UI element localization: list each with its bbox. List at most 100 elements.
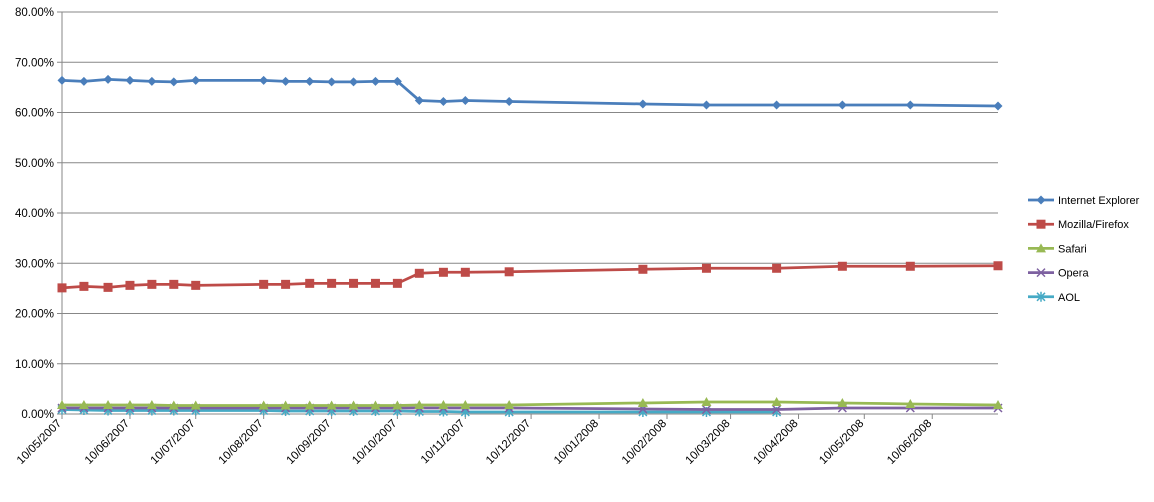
x-tick-label: 10/06/2007: [83, 418, 132, 467]
data-point: [460, 95, 470, 105]
data-point: [638, 264, 648, 274]
data-point: [258, 400, 269, 410]
legend-item-opera: Opera: [1028, 268, 1089, 280]
data-point: [327, 278, 337, 288]
x-tick-label: 10/04/2008: [751, 418, 800, 467]
data-point: [905, 261, 915, 271]
data-point: [259, 279, 269, 289]
data-point: [701, 100, 711, 110]
data-point: [147, 279, 157, 289]
data-point: [772, 263, 782, 273]
data-point: [147, 76, 157, 86]
x-tick-label: 10/12/2007: [484, 418, 533, 467]
data-point: [169, 279, 179, 289]
legend-label: Mozilla/Firefox: [1058, 219, 1129, 231]
data-point: [993, 261, 1003, 271]
legend-item-internet-explorer: Internet Explorer: [1028, 195, 1140, 207]
data-point: [438, 399, 449, 409]
data-point: [124, 399, 135, 409]
data-point: [460, 267, 470, 277]
y-tick-label: 70.00%: [15, 57, 54, 69]
data-point: [460, 399, 471, 409]
data-point: [57, 283, 67, 293]
legend-marker: [1036, 219, 1046, 229]
gridlines: [62, 11, 998, 365]
series-lines: [57, 74, 1003, 417]
data-point: [504, 267, 514, 277]
legend-marker: [1036, 243, 1046, 253]
legend-item-aol: AOL: [1028, 292, 1080, 304]
data-point: [638, 99, 648, 109]
data-point: [305, 76, 315, 86]
data-point: [701, 396, 712, 406]
data-point: [837, 261, 847, 271]
data-point: [349, 77, 359, 87]
data-point: [837, 397, 848, 407]
data-point: [191, 280, 201, 290]
data-point: [281, 279, 291, 289]
data-point: [772, 404, 782, 415]
data-point: [103, 282, 113, 292]
legend-marker: [1036, 195, 1046, 205]
series-line-internet-explorer: [61, 77, 999, 108]
data-point: [837, 100, 847, 110]
data-point: [57, 75, 67, 85]
y-tick-label: 80.00%: [15, 7, 54, 19]
data-point: [370, 400, 381, 410]
x-tick-label: 10/09/2007: [285, 418, 334, 467]
data-point: [701, 404, 711, 415]
x-tick-label: 10/05/2007: [15, 418, 64, 467]
x-axis-ticks: 10/05/2007 10/06/2007 10/07/2007 10/08/2007…: [15, 414, 934, 467]
data-point: [637, 397, 648, 407]
data-point: [370, 278, 380, 288]
data-point: [772, 100, 782, 110]
x-tick-label: 10/01/2008: [552, 418, 601, 467]
data-point: [78, 399, 89, 409]
x-tick-label: 10/03/2008: [684, 418, 733, 467]
x-tick-label: 10/02/2008: [620, 418, 669, 467]
data-point: [168, 400, 179, 410]
data-point: [504, 399, 515, 409]
y-tick-label: 20.00%: [15, 309, 54, 321]
data-point: [504, 96, 514, 106]
y-tick-label: 0.00%: [21, 409, 54, 421]
data-point: [438, 267, 448, 277]
data-point: [993, 399, 1003, 409]
data-point: [304, 400, 315, 410]
legend: Internet Explorer Mozilla/Firefox Safari Op…: [1028, 195, 1140, 304]
data-point: [348, 400, 359, 410]
data-point: [370, 76, 380, 86]
data-point: [414, 399, 425, 409]
data-point: [414, 95, 424, 105]
data-point: [701, 263, 711, 273]
data-point: [905, 100, 915, 110]
data-point: [169, 77, 179, 87]
y-tick-label: 30.00%: [15, 258, 54, 270]
y-tick-label: 50.00%: [15, 158, 54, 170]
data-point: [993, 101, 1003, 111]
series-safari: [57, 396, 1003, 410]
x-tick-label: 10/05/2008: [817, 418, 866, 467]
data-point: [281, 76, 291, 86]
data-point: [905, 398, 916, 408]
data-point: [191, 75, 201, 85]
x-tick-label: 10/06/2008: [885, 418, 934, 467]
y-tick-label: 10.00%: [15, 359, 54, 371]
data-point: [79, 76, 89, 86]
legend-label: AOL: [1058, 292, 1080, 304]
data-point: [392, 400, 403, 410]
data-point: [392, 278, 402, 288]
legend-marker: [1036, 291, 1046, 302]
legend-label: Internet Explorer: [1058, 195, 1140, 207]
data-point: [125, 280, 135, 290]
legend-item-safari: Safari: [1028, 243, 1087, 255]
series-line-safari: [62, 400, 999, 407]
data-point: [305, 278, 315, 288]
y-tick-label: 40.00%: [15, 208, 54, 220]
data-point: [280, 400, 291, 410]
legend-marker: [1036, 268, 1046, 278]
series-internet-explorer: [57, 74, 1003, 111]
y-axis-ticks: 0.00% 10.00% 20.00% 30.00% 40.00% 50.00% 60.00…: [15, 7, 62, 421]
data-point: [103, 74, 113, 84]
